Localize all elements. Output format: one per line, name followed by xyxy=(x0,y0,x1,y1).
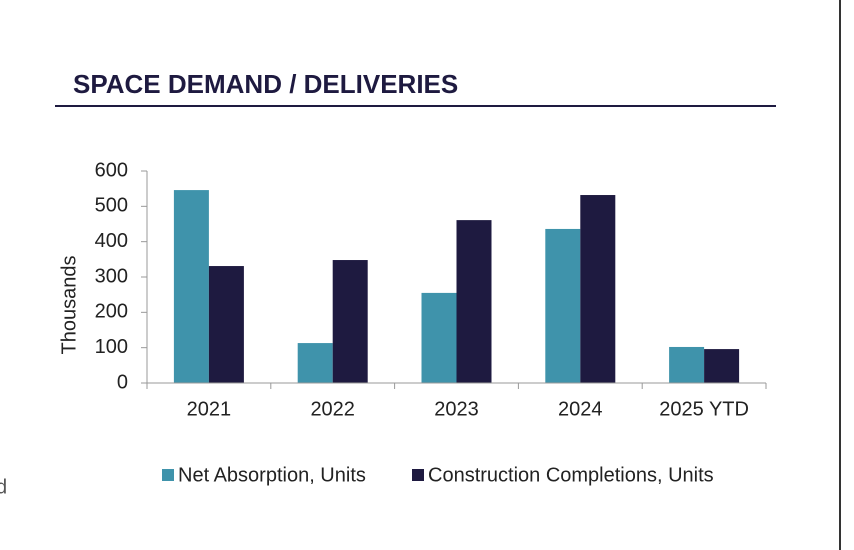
bar xyxy=(421,292,457,383)
y-tick-label: 0 xyxy=(117,371,128,393)
y-tick-label: 300 xyxy=(95,265,128,287)
bar xyxy=(580,195,616,383)
x-tick-label: 2025 YTD xyxy=(659,398,749,420)
y-tick-label: 200 xyxy=(95,301,128,323)
x-tick-label: 2021 xyxy=(187,398,232,420)
legend-label: Net Absorption, Units xyxy=(178,464,366,486)
bar xyxy=(545,228,581,383)
bar xyxy=(704,349,740,383)
x-tick-label: 2023 xyxy=(434,398,479,420)
y-tick-label: 600 xyxy=(95,159,128,181)
y-tick-label: 100 xyxy=(95,336,128,358)
bar xyxy=(332,260,368,383)
x-tick-label: 2024 xyxy=(558,398,603,420)
y-tick-label: 500 xyxy=(95,195,128,217)
bar xyxy=(456,220,492,383)
legend-swatch xyxy=(162,469,174,481)
title: SPACE DEMAND / DELIVERIES xyxy=(73,69,458,99)
text-fragment: d xyxy=(0,476,7,498)
bar xyxy=(208,266,244,383)
y-axis-label: Thousands xyxy=(58,256,80,355)
legend-swatch xyxy=(412,469,424,481)
bar xyxy=(173,190,209,383)
legend-label: Construction Completions, Units xyxy=(428,464,714,486)
y-tick-label: 400 xyxy=(95,230,128,252)
bar xyxy=(669,346,705,383)
bar xyxy=(297,343,333,383)
x-tick-label: 2022 xyxy=(310,398,355,420)
